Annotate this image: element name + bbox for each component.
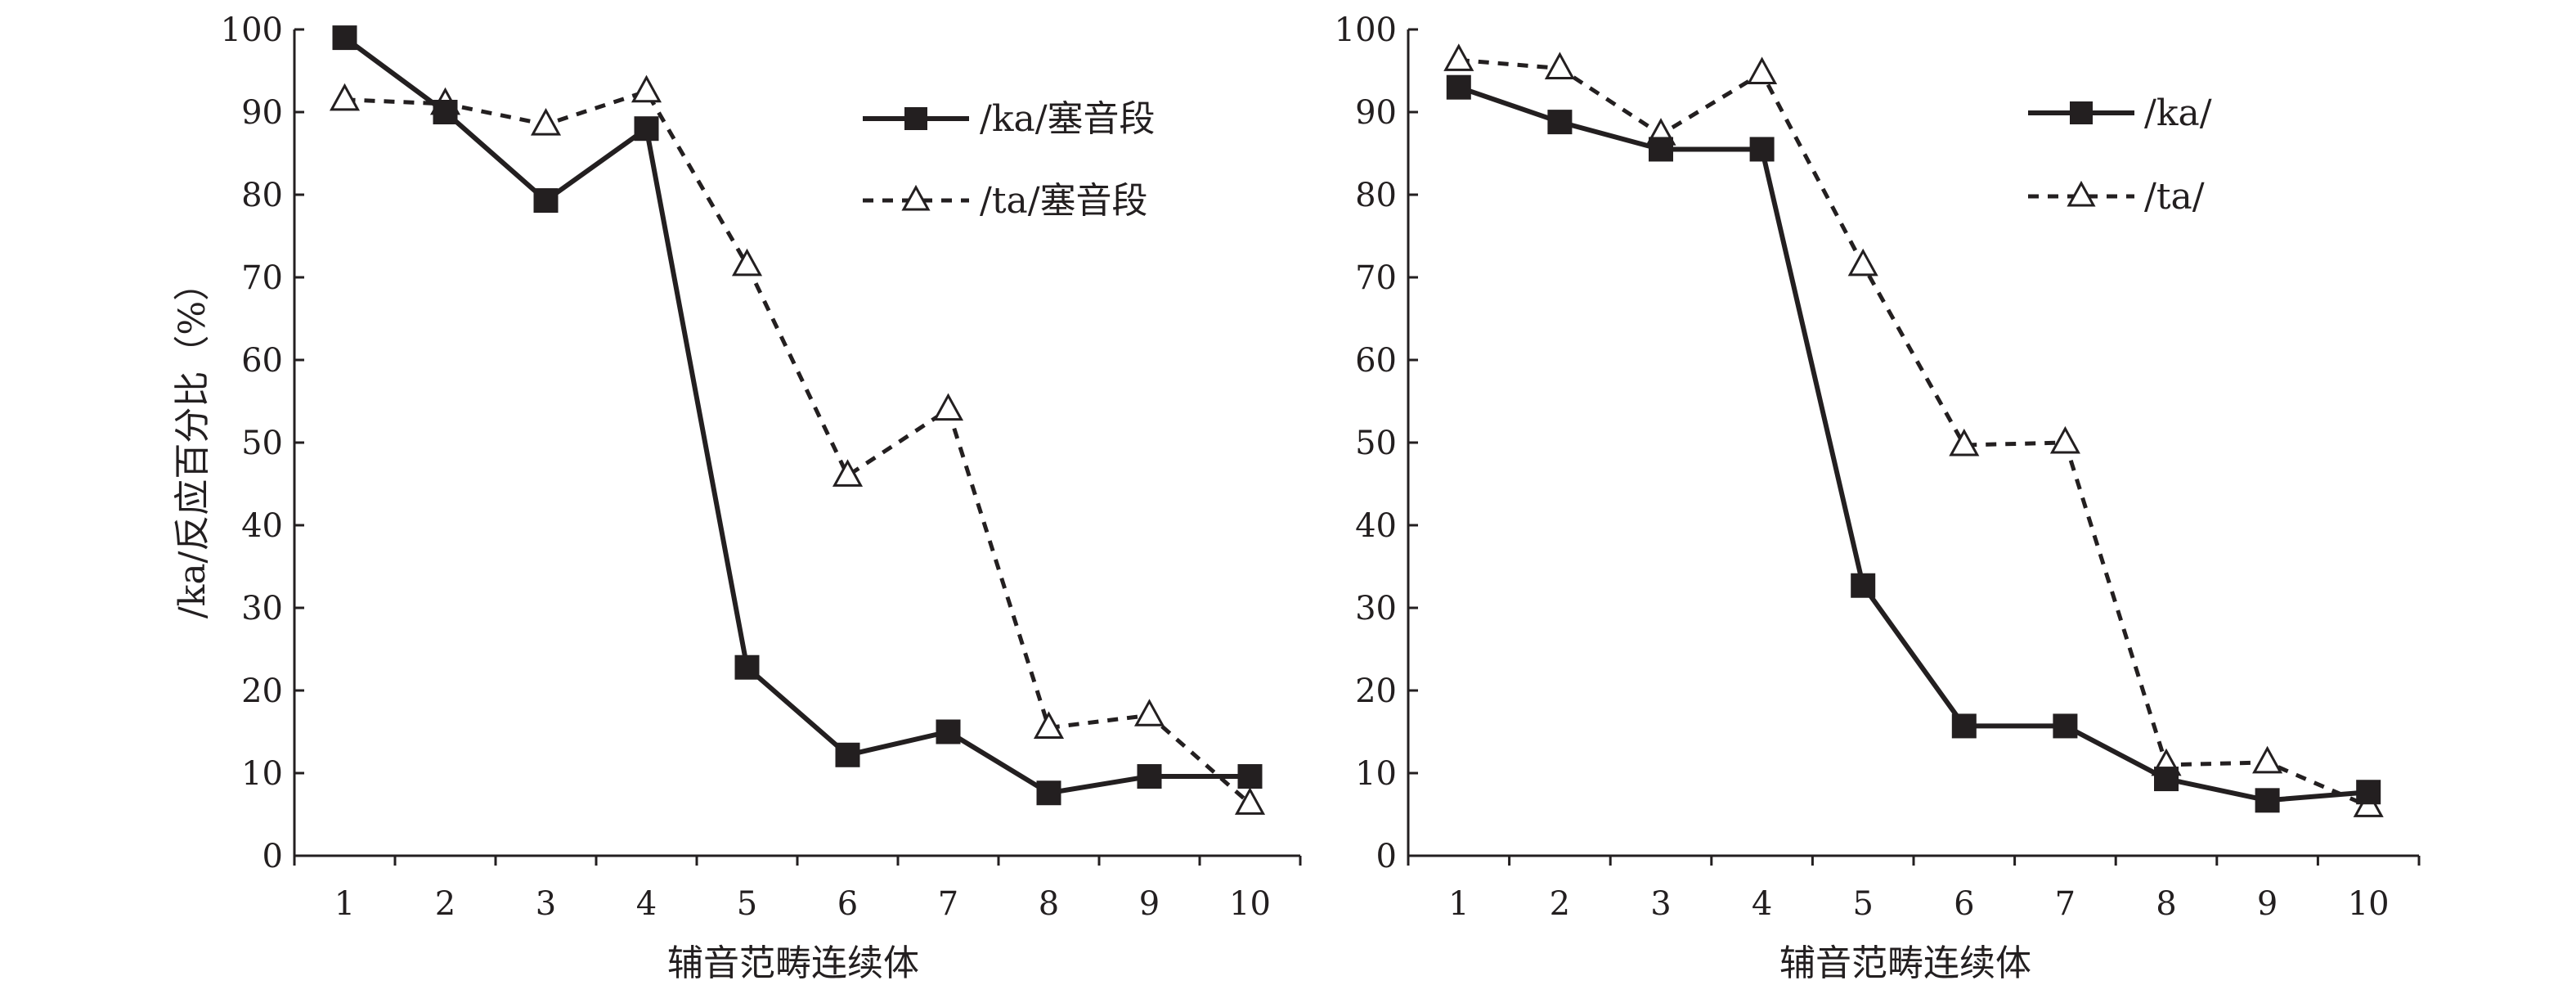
left-y-tick-label: 100 bbox=[221, 11, 283, 49]
right-y-tick-label: 0 bbox=[1376, 838, 1397, 875]
right-legend-ta-label: /ta/ bbox=[2144, 176, 2205, 218]
right-y-tick-label: 70 bbox=[1355, 259, 1397, 297]
right-x-tick-label: 3 bbox=[1650, 885, 1671, 923]
right-ta-point bbox=[2252, 745, 2283, 774]
left-x-tick-label: 6 bbox=[837, 885, 858, 923]
right-ka-point bbox=[1446, 74, 1471, 100]
right-x-tick-label: 6 bbox=[1954, 885, 1974, 923]
right-x-tick-label: 8 bbox=[2156, 885, 2176, 923]
right-x-tick-label: 2 bbox=[1550, 885, 1570, 923]
right-ta-point bbox=[1443, 43, 1474, 71]
right-y-tick-label: 10 bbox=[1355, 755, 1397, 793]
left-y-tick-label: 10 bbox=[241, 755, 283, 793]
right-ta-point bbox=[1847, 248, 1878, 277]
left-ka-point bbox=[332, 25, 357, 51]
left-y-tick-label: 30 bbox=[241, 590, 283, 627]
right-ka-point bbox=[2356, 780, 2381, 805]
left-legend-ta-label: /ta/塞音段 bbox=[980, 180, 1148, 222]
left-y-tick-label: 80 bbox=[241, 177, 283, 214]
left-ta-point bbox=[1133, 699, 1165, 726]
right-ta-point bbox=[2049, 425, 2080, 454]
left-ta-point bbox=[932, 393, 964, 421]
left-ta-point bbox=[1234, 787, 1266, 815]
right-x-tick-label: 9 bbox=[2257, 885, 2278, 923]
left-ka-point bbox=[1237, 764, 1263, 789]
left-x-tick-label: 1 bbox=[334, 885, 355, 923]
right-x-tick-label: 1 bbox=[1448, 885, 1469, 923]
right-y-tick-label: 20 bbox=[1355, 672, 1397, 710]
left-chart-panel: /ka/反应百分比（%） 辅音范畴连续体 0 10 20 30 40 50 60 70 80 90… bbox=[172, 11, 1302, 984]
right-y-tick-label: 90 bbox=[1355, 94, 1397, 132]
right-ka-point bbox=[1547, 110, 1573, 135]
right-ka-point bbox=[1851, 573, 1876, 598]
right-y-tick-label: 100 bbox=[1335, 11, 1397, 49]
right-chart-panel: 辅音范畴连续体 0 10 20 30 40 50 60 70 80 90 100 1 2 3 4 5 6 7 8 9 1… bbox=[1335, 11, 2421, 984]
left-legend-ta-marker bbox=[901, 184, 931, 211]
right-legend-ka-label: /ka/ bbox=[2144, 92, 2212, 134]
left-ka-point bbox=[1036, 780, 1061, 806]
right-ka-point bbox=[2154, 767, 2179, 792]
right-x-tick-label: 5 bbox=[1852, 885, 1873, 923]
left-y-tick-label: 60 bbox=[241, 342, 283, 380]
left-x-tick-label: 8 bbox=[1039, 885, 1059, 923]
right-x-tick-label: 4 bbox=[1752, 885, 1772, 923]
right-ta-point bbox=[1747, 56, 1778, 85]
left-ka-point bbox=[634, 116, 659, 142]
left-ka-point bbox=[835, 742, 860, 767]
right-legend-ta-marker bbox=[2067, 180, 2096, 207]
left-ta-point bbox=[832, 459, 864, 487]
left-x-tick-label: 3 bbox=[536, 885, 556, 923]
left-x-tick-label: 4 bbox=[636, 885, 657, 923]
right-series-ka-line bbox=[1457, 84, 2369, 803]
left-x-tick-label: 9 bbox=[1139, 885, 1160, 923]
left-ta-point bbox=[1033, 711, 1065, 739]
left-y-tick-label: 70 bbox=[241, 259, 283, 297]
left-x-tick-label: 2 bbox=[435, 885, 456, 923]
right-ka-point bbox=[1951, 713, 1977, 739]
right-x-tick-label: 7 bbox=[2055, 885, 2076, 923]
left-legend-ka-marker bbox=[904, 107, 927, 130]
left-ta-point bbox=[530, 108, 562, 136]
left-legend-ka-label: /ka/塞音段 bbox=[980, 98, 1156, 140]
left-x-axis-title: 辅音范畴连续体 bbox=[667, 942, 919, 984]
right-ka-point bbox=[2255, 788, 2280, 813]
left-ta-point bbox=[631, 74, 662, 103]
left-ka-point bbox=[533, 188, 559, 214]
left-y-tick-label: 50 bbox=[241, 425, 283, 462]
left-y-axis-title: /ka/反应百分比（%） bbox=[172, 265, 213, 618]
left-y-tick-label: 40 bbox=[241, 507, 283, 545]
left-ka-point bbox=[734, 654, 760, 680]
left-x-tick-label: 10 bbox=[1229, 885, 1271, 923]
left-y-tick-label: 90 bbox=[241, 94, 283, 132]
left-x-tick-label: 7 bbox=[938, 885, 958, 923]
left-y-tick-label: 20 bbox=[241, 672, 283, 710]
right-ka-point bbox=[1749, 137, 1775, 162]
right-x-axis-title: 辅音范畴连续体 bbox=[1779, 942, 2031, 984]
left-x-tick-label: 5 bbox=[737, 885, 757, 923]
right-ta-point bbox=[1949, 428, 1980, 457]
right-ta-point bbox=[1544, 52, 1575, 79]
right-x-tick-label: 10 bbox=[2348, 885, 2390, 923]
left-ka-point bbox=[433, 100, 458, 124]
left-ta-point bbox=[731, 248, 763, 277]
right-y-tick-label: 30 bbox=[1355, 590, 1397, 627]
left-series-ka-line bbox=[343, 35, 1250, 796]
right-y-tick-label: 80 bbox=[1355, 177, 1397, 214]
right-legend-ka-marker bbox=[2070, 101, 2093, 124]
right-series-ta-line bbox=[1458, 57, 2370, 808]
right-ka-point bbox=[1649, 137, 1673, 162]
left-ka-point bbox=[1137, 764, 1162, 789]
right-y-tick-label: 50 bbox=[1355, 425, 1397, 462]
left-y-tick-label: 0 bbox=[263, 838, 283, 875]
left-ka-point bbox=[936, 719, 961, 744]
right-ka-point bbox=[2053, 713, 2078, 739]
right-y-tick-label: 40 bbox=[1355, 507, 1397, 545]
left-ta-point bbox=[329, 83, 361, 111]
right-y-tick-label: 60 bbox=[1355, 342, 1397, 380]
